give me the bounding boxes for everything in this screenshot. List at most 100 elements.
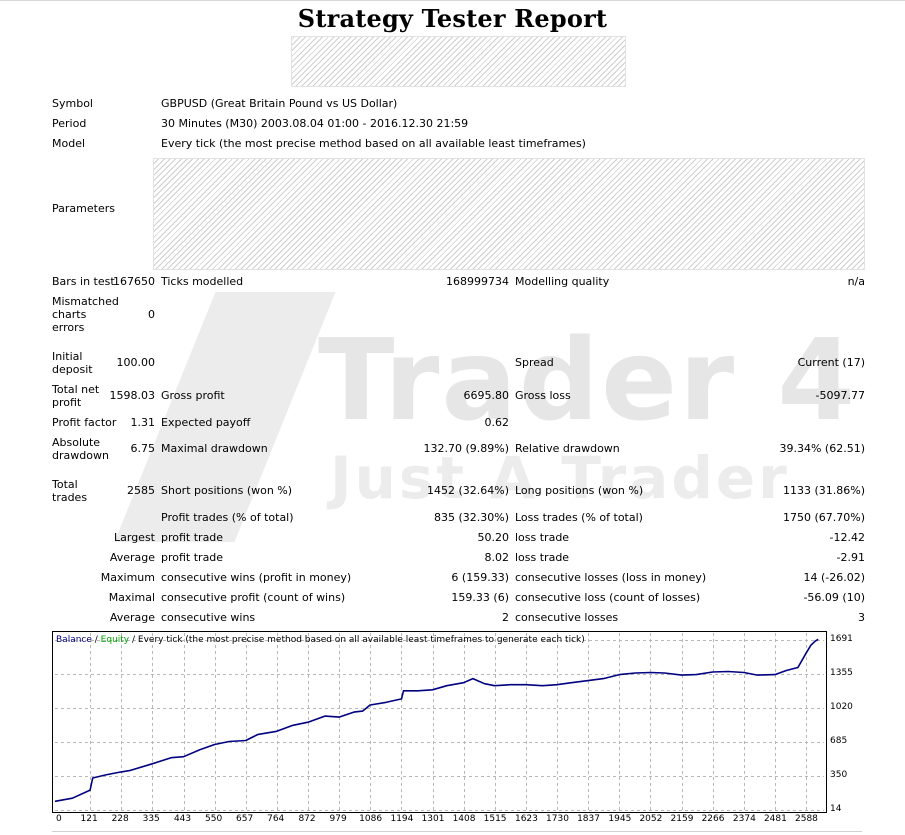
total-trades-label: Total trades [52, 478, 88, 504]
y-tick-label: 14 [830, 804, 842, 814]
total-net-profit-label: Total net profit [52, 383, 100, 409]
largest-label: Largest [114, 531, 155, 544]
bars-in-test-label: Bars in test [52, 275, 115, 288]
maximal-label: Maximal [108, 591, 155, 604]
y-tick-label: 1020 [830, 702, 853, 713]
x-tick-label: 2481 [763, 814, 787, 824]
x-tick-label: 2588 [795, 814, 818, 824]
legend-separator: / [91, 635, 101, 645]
x-tick-label: 657 [236, 814, 254, 824]
balance-chart-svg [54, 633, 824, 811]
x-tick-label: 443 [173, 814, 192, 824]
modelling-quality-label: Modelling quality [515, 275, 610, 288]
max-consecutive-wins-value: 6 (159.33) [451, 571, 509, 584]
maximum-label: Maximum [100, 571, 155, 584]
short-positions-label: Short positions (won %) [161, 484, 293, 497]
x-tick-label: 2159 [670, 814, 694, 824]
top-border [0, 0, 905, 1]
spread-value: Current (17) [797, 356, 865, 369]
avg-consecutive-losses-label: consecutive losses [515, 611, 619, 624]
long-positions-label: Long positions (won %) [515, 484, 644, 497]
x-tick-label: 1086 [359, 814, 383, 824]
expected-payoff-label: Expected payoff [161, 416, 251, 429]
gross-loss-label: Gross loss [515, 389, 571, 402]
maximal-consecutive-loss-value: -56.09 (10) [803, 591, 865, 604]
largest-profit-label: profit trade [161, 531, 224, 544]
largest-loss-label: loss trade [515, 531, 570, 544]
x-tick-label: 2052 [639, 814, 663, 824]
x-tick-label: 335 [142, 814, 160, 824]
avg-consecutive-wins-value: 2 [502, 611, 509, 624]
spread-label: Spread [515, 356, 554, 369]
loss-trades-label: Loss trades (% of total) [515, 511, 643, 524]
short-positions-value: 1452 (32.64%) [426, 484, 509, 497]
chart-legend: Balance / Equity / Every tick (the most … [56, 635, 585, 646]
model-value: Every tick (the most precise method base… [161, 137, 586, 150]
x-tick-label: 2374 [732, 814, 756, 824]
maximal-consecutive-profit-label: consecutive profit (count of wins) [161, 591, 346, 604]
model-label: Model [52, 137, 86, 150]
max-consecutive-losses-value: 14 (-26.02) [803, 571, 865, 584]
x-tick-label: 1301 [421, 814, 445, 824]
max-consecutive-wins-label: consecutive wins (profit in money) [161, 571, 352, 584]
x-tick-label: 2266 [701, 814, 725, 824]
modelling-quality-value: n/a [847, 275, 865, 288]
relative-drawdown-label: Relative drawdown [515, 442, 620, 455]
largest-loss-value: -12.42 [829, 531, 865, 544]
x-tick-label: 121 [80, 814, 98, 824]
profit-factor-label: Profit factor [52, 416, 117, 429]
long-positions-value: 1133 (31.86%) [782, 484, 865, 497]
legend-model-info: / Every tick (the most precise method ba… [129, 635, 585, 645]
x-tick-label: 1623 [514, 814, 538, 824]
symbol-value: GBPUSD (Great Britain Pound vs US Dollar… [161, 97, 398, 110]
y-tick-label: 1355 [830, 668, 853, 679]
period-value: 30 Minutes (M30) 2003.08.04 01:00 - 2016… [161, 117, 469, 130]
profit-factor-value: 1.31 [130, 416, 156, 429]
loss-trades-value: 1750 (67.70%) [782, 511, 865, 524]
average-loss-value: -2.91 [836, 551, 865, 564]
profit-trades-value: 835 (32.30%) [433, 511, 509, 524]
gross-profit-label: Gross profit [161, 389, 225, 402]
bars-in-test-value: 167650 [113, 275, 155, 288]
x-tick-label: 0 [56, 814, 62, 824]
legend-equity: Equity [100, 635, 130, 645]
mismatched-errors-value: 0 [148, 308, 155, 321]
ticks-modelled-label: Ticks modelled [161, 275, 244, 288]
average-loss-label: loss trade [515, 551, 570, 564]
legend-balance: Balance [56, 635, 92, 645]
symbol-label: Symbol [52, 97, 93, 110]
watermark-subtitle: Just A Trader [330, 444, 790, 512]
x-tick-label: 1408 [452, 814, 476, 824]
maximal-drawdown-value: 132.70 (9.89%) [423, 442, 509, 455]
balance-chart [52, 631, 827, 813]
absolute-drawdown-label: Absolute drawdown [52, 436, 109, 462]
gross-loss-value: -5097.77 [815, 389, 865, 402]
x-tick-label: 1837 [577, 814, 600, 824]
profit-trades-label: Profit trades (% of total) [161, 511, 294, 524]
x-tick-label: 550 [205, 814, 223, 824]
parameters-label: Parameters [52, 202, 115, 215]
redacted-header-block [291, 36, 626, 87]
bottom-divider [52, 831, 862, 832]
average-profit-value: 8.02 [484, 551, 510, 564]
y-tick-label: 350 [830, 769, 848, 780]
relative-drawdown-value: 39.34% (62.51) [779, 442, 865, 455]
mismatched-errors-label: Mismatched charts errors [52, 295, 119, 334]
period-label: Period [52, 117, 87, 130]
avg-consecutive-wins-label: consecutive wins [161, 611, 256, 624]
initial-deposit-label: Initial deposit [52, 350, 93, 376]
maximal-consecutive-profit-value: 159.33 (6) [451, 591, 509, 604]
x-tick-label: 1194 [390, 814, 414, 824]
report-title: Strategy Tester Report [297, 4, 608, 33]
x-tick-label: 1515 [483, 814, 507, 824]
max-consecutive-losses-label: consecutive losses (loss in money) [515, 571, 707, 584]
x-tick-label: 764 [267, 814, 285, 824]
gross-profit-value: 6695.80 [463, 389, 510, 402]
largest-profit-value: 50.20 [477, 531, 510, 544]
initial-deposit-value: 100.00 [116, 356, 156, 369]
x-tick-label: 1945 [608, 814, 632, 824]
balance-series-line [54, 638, 819, 803]
maximal-drawdown-label: Maximal drawdown [161, 442, 268, 455]
absolute-drawdown-value: 6.75 [130, 442, 156, 455]
x-tick-label: 872 [298, 814, 316, 824]
